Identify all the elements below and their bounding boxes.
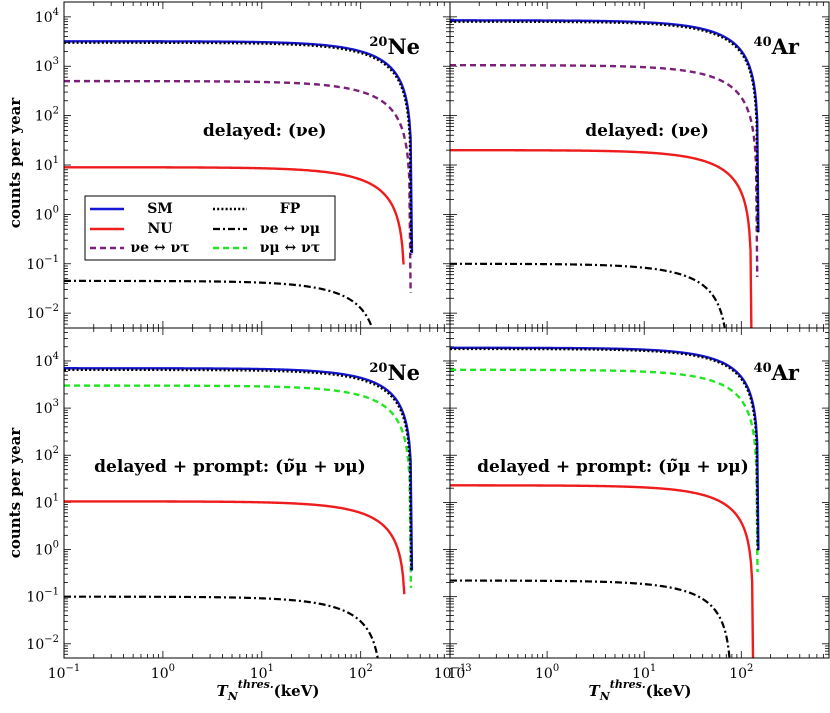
legend-label: SM (147, 201, 173, 217)
panel-1: 10−2 10−1 100 101 102 103 104 20Ne delayed: (νe) (26, 1, 451, 329)
series-layer (450, 19, 760, 328)
series-SM-line (64, 367, 414, 571)
legend-label: νe ↔ ντ (130, 240, 189, 256)
channel-label: delayed: (νe) (585, 121, 709, 141)
x-tick-label: 103 (447, 663, 471, 682)
series-numu_nutau-line (64, 384, 413, 588)
x-tick-label: 100 (151, 663, 175, 682)
series-layer (64, 367, 414, 658)
channel-label: delayed + prompt: (ν̃μ + νμ) (94, 457, 366, 477)
x-tick-label: 101 (632, 663, 656, 682)
x-label-unit: (keV) (274, 682, 320, 700)
x-label-sub: N (227, 690, 239, 703)
ticks (63, 1, 451, 329)
panel-3: 10−1 100 101 102 103 10−2 10−1 100 101 102 103 104 2… (26, 327, 472, 682)
x-label-sub: N (599, 690, 611, 703)
legend-label: νμ ↔ ντ (260, 240, 321, 256)
series-nue_nutau-line (64, 79, 412, 294)
y-tick-label: 103 (35, 398, 59, 417)
y-axis-label-bottom: counts per year (6, 427, 24, 559)
y-axis-label-top: counts per year (6, 97, 24, 229)
y-tick-label: 10−1 (26, 587, 59, 606)
legend-item-nue_numu: νe ↔ νμ (213, 221, 320, 237)
y-tick-label: 10−1 (26, 254, 59, 273)
channel-label: delayed: (νe) (203, 121, 327, 141)
x-axis-label-right: TNthres.(keV) (589, 678, 692, 703)
x-tick-label: 102 (349, 663, 373, 682)
series-layer (64, 40, 414, 328)
y-tick-label: 102 (35, 106, 59, 125)
nucleus-label: 40Ar (754, 360, 800, 385)
legend-item-FP: FP (213, 201, 301, 217)
legend-item-nue_nutau: νe ↔ ντ (90, 240, 190, 256)
y-tick-label: 100 (35, 204, 59, 223)
y-tick-label: 101 (35, 492, 59, 511)
series-layer (450, 346, 760, 658)
x-label-T: T (217, 682, 230, 700)
series-FP-line (64, 41, 413, 255)
series-SM-line (450, 346, 760, 551)
legend-label: νe ↔ νμ (260, 221, 320, 237)
panels-layer: 10−2 10−1 100 101 102 103 104 20Ne delayed: (νe)… (26, 1, 830, 682)
legend-box (84, 195, 336, 261)
y-tick-label: 103 (35, 56, 59, 75)
series-SM-line (64, 40, 414, 254)
series-NU-line (64, 166, 405, 265)
nucleus-label: 20Ne (369, 34, 420, 59)
legend-label: FP (280, 201, 301, 217)
x-label-sup: thres. (238, 678, 274, 691)
x-axis-label-left: TNthres.(keV) (217, 678, 320, 703)
x-label-sup: thres. (610, 678, 646, 691)
series-NU-line (450, 484, 755, 658)
nucleus-label: 20Ne (369, 360, 420, 385)
panel-4: 10−1 100 101 102 40Ar delayed + prompt: (ν̃μ … (434, 327, 830, 682)
panel-frame (449, 327, 830, 659)
y-tick-label: 10−2 (26, 303, 59, 322)
legend-label: NU (147, 221, 172, 237)
x-label-unit: (keV) (646, 682, 692, 700)
panel-2: 40Ar delayed: (νe) (449, 1, 830, 329)
y-tick-label: 104 (35, 7, 59, 26)
series-nue_nutau-line (450, 64, 759, 278)
y-tick-label: 102 (35, 445, 59, 464)
series-NU-line (450, 148, 753, 328)
series-FP-line (450, 20, 760, 234)
series-nue_numu-line (450, 579, 731, 658)
legend-item-NU: NU (90, 221, 173, 237)
legend: SM FP NU νe ↔ νμ νe ↔ ντ νμ ↔ ντ (84, 195, 336, 261)
legend-item-SM: SM (90, 201, 173, 217)
series-NU-line (64, 500, 406, 595)
x-tick-label: 102 (729, 663, 753, 682)
nucleus-label: 40Ar (754, 34, 800, 59)
y-tick-label: 101 (35, 155, 59, 174)
ticks (449, 327, 830, 659)
x-tick-label: 101 (250, 663, 274, 682)
y-tick-label: 100 (35, 540, 59, 559)
series-numu_nutau-line (450, 368, 759, 573)
x-tick-label: 10−1 (48, 663, 81, 682)
series-nue_numu-line (450, 262, 726, 328)
y-tick-label: 10−2 (26, 634, 59, 653)
series-nue_numu-line (64, 279, 374, 328)
x-tick-label: 10−1 (434, 663, 467, 682)
y-tick-label: 104 (35, 351, 59, 370)
channel-label: delayed + prompt: (ν̃μ + νμ) (477, 457, 749, 477)
series-SM-line (450, 19, 760, 233)
series-FP-line (450, 347, 760, 552)
legend-items: SM FP NU νe ↔ νμ νe ↔ ντ νμ ↔ ντ (90, 201, 320, 256)
x-label-T: T (589, 682, 602, 700)
legend-item-numu_nutau: νμ ↔ ντ (213, 240, 320, 256)
x-tick-label: 100 (535, 663, 559, 682)
series-nue_numu-line (64, 595, 379, 658)
series-FP-line (64, 368, 413, 573)
